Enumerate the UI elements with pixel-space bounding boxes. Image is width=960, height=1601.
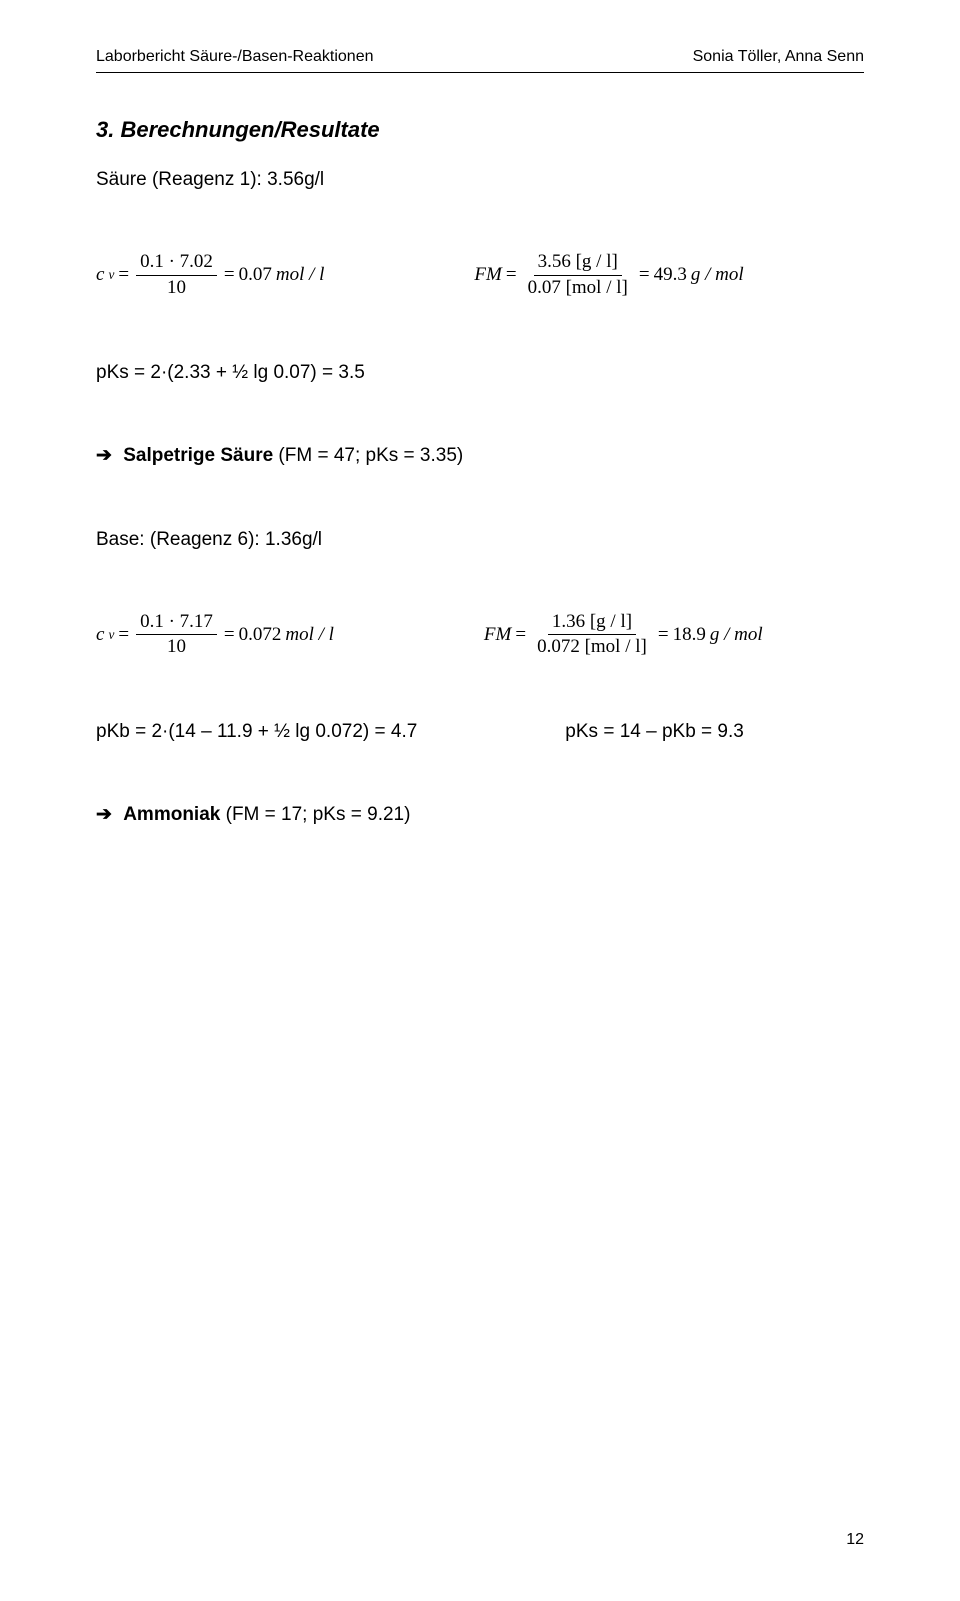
equals-sign: =	[658, 624, 669, 646]
equals-sign: =	[118, 624, 129, 646]
equals-sign: =	[224, 264, 235, 286]
section-title: 3. Berechnungen/Resultate	[96, 117, 864, 143]
base-pk-row: pKb = 2·(14 – 11.9 + ½ lg 0.072) = 4.7 p…	[96, 721, 864, 743]
acid-equation-row: cv = 0.1 · 7.02 10 = 0.07mol / l FM = 3.…	[96, 251, 864, 300]
acid-cv-result-unit: mol / l	[276, 264, 325, 286]
acid-cv-num: 0.1 · 7.02	[136, 251, 217, 276]
base-fm-result-value: 18.9	[673, 624, 706, 646]
base-fm-equation: FM = 1.36 [g / l] 0.072 [mol / l] = 18.9…	[484, 611, 763, 660]
acid-cv-fraction: 0.1 · 7.02 10	[136, 251, 217, 300]
base-pks-line: pKs = 14 – pKb = 9.3	[565, 721, 744, 743]
base-cv-result-value: 0.072	[239, 624, 282, 646]
acid-cv-den: 10	[163, 276, 190, 300]
arrow-icon: ➔	[96, 804, 112, 825]
base-cv-fraction: 0.1 · 7.17 10	[136, 611, 217, 660]
arrow-icon: ➔	[96, 445, 112, 466]
acid-fm-result-unit: g / mol	[691, 264, 744, 286]
base-intro: Base: (Reagenz 6): 1.36g/l	[96, 529, 864, 551]
acid-result-name: Salpetrige Säure	[123, 445, 273, 466]
base-fm-num: 1.36 [g / l]	[548, 611, 636, 636]
base-fm-result-unit: g / mol	[710, 624, 763, 646]
acid-intro: Säure (Reagenz 1): 3.56g/l	[96, 169, 864, 191]
equals-sign: =	[506, 264, 517, 286]
base-result-line: ➔ Ammoniak (FM = 17; pKs = 9.21)	[96, 803, 864, 826]
symbol-fm: FM	[474, 264, 501, 286]
symbol-c: c	[96, 264, 104, 286]
equals-sign: =	[224, 624, 235, 646]
base-fm-den: 0.072 [mol / l]	[533, 635, 651, 659]
base-pkb-line: pKb = 2·(14 – 11.9 + ½ lg 0.072) = 4.7	[96, 721, 417, 743]
acid-fm-num: 3.56 [g / l]	[534, 251, 622, 276]
base-cv-equation: cv = 0.1 · 7.17 10 = 0.072mol / l	[96, 611, 334, 660]
acid-result-values: (FM = 47; pKs = 3.35)	[273, 445, 463, 466]
acid-cv-equation: cv = 0.1 · 7.02 10 = 0.07mol / l	[96, 251, 324, 300]
acid-fm-equation: FM = 3.56 [g / l] 0.07 [mol / l] = 49.3g…	[474, 251, 743, 300]
base-result-name: Ammoniak	[123, 804, 220, 825]
equals-sign: =	[515, 624, 526, 646]
page-header: Laborbericht Säure-/Basen-Reaktionen Son…	[96, 48, 864, 66]
acid-result-line: ➔ Salpetrige Säure (FM = 47; pKs = 3.35)	[96, 444, 864, 467]
header-left: Laborbericht Säure-/Basen-Reaktionen	[96, 48, 374, 66]
symbol-v-sub: v	[108, 627, 114, 643]
header-right: Sonia Töller, Anna Senn	[693, 48, 864, 66]
symbol-v-sub: v	[108, 267, 114, 283]
page-number: 12	[846, 1531, 864, 1549]
base-cv-num: 0.1 · 7.17	[136, 611, 217, 636]
acid-cv-result-value: 0.07	[239, 264, 272, 286]
base-result-values: (FM = 17; pKs = 9.21)	[220, 804, 410, 825]
equals-sign: =	[639, 264, 650, 286]
symbol-fm: FM	[484, 624, 511, 646]
symbol-c: c	[96, 624, 104, 646]
header-rule	[96, 72, 864, 73]
base-equation-row: cv = 0.1 · 7.17 10 = 0.072mol / l FM = 1…	[96, 611, 864, 660]
acid-pks-line: pKs = 2·(2.33 + ½ lg 0.07) = 3.5	[96, 362, 864, 384]
base-fm-fraction: 1.36 [g / l] 0.072 [mol / l]	[533, 611, 651, 660]
base-cv-result-unit: mol / l	[285, 624, 334, 646]
acid-fm-den: 0.07 [mol / l]	[524, 276, 632, 300]
acid-fm-result-value: 49.3	[654, 264, 687, 286]
base-cv-den: 10	[163, 635, 190, 659]
equals-sign: =	[118, 264, 129, 286]
acid-fm-fraction: 3.56 [g / l] 0.07 [mol / l]	[524, 251, 632, 300]
